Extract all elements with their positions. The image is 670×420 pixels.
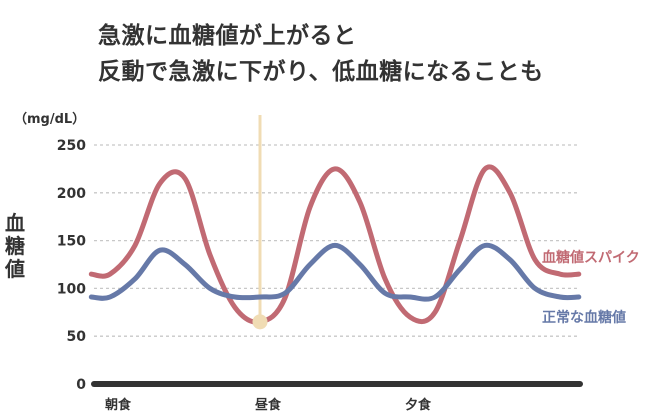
y-tick-label-200: 200 — [57, 186, 86, 202]
y-tick-label-0: 0 — [76, 377, 86, 393]
unit-label: （mg/dL） — [14, 112, 86, 127]
title-line-2: 反動で急激に下がり、低血糖になることも — [98, 59, 544, 85]
title-line-1: 急激に血糖値が上がると — [98, 23, 357, 49]
chart-title: 急激に血糖値が上がると 反動で急激に下がり、低血糖になることも — [98, 18, 544, 90]
y-tick-label-150: 150 — [57, 234, 86, 250]
x-tick-label-2: 夕食 — [405, 397, 432, 413]
y-tick-label-250: 250 — [57, 138, 86, 154]
x-tick-label-1: 昼食 — [255, 397, 282, 413]
spike-series-label: 血糖値スパイク — [542, 249, 640, 266]
y-tick-label-50: 50 — [67, 329, 87, 345]
normal-series-label: 正常な血糖値 — [542, 309, 626, 326]
y-tick-label-100: 100 — [57, 281, 86, 297]
x-tick-label-0: 朝食 — [105, 397, 132, 413]
y-axis-label: 血糖値 — [5, 211, 25, 281]
lunch-marker-dot — [252, 314, 268, 330]
normal-series-line — [88, 242, 582, 302]
spike-series-line — [88, 164, 582, 325]
